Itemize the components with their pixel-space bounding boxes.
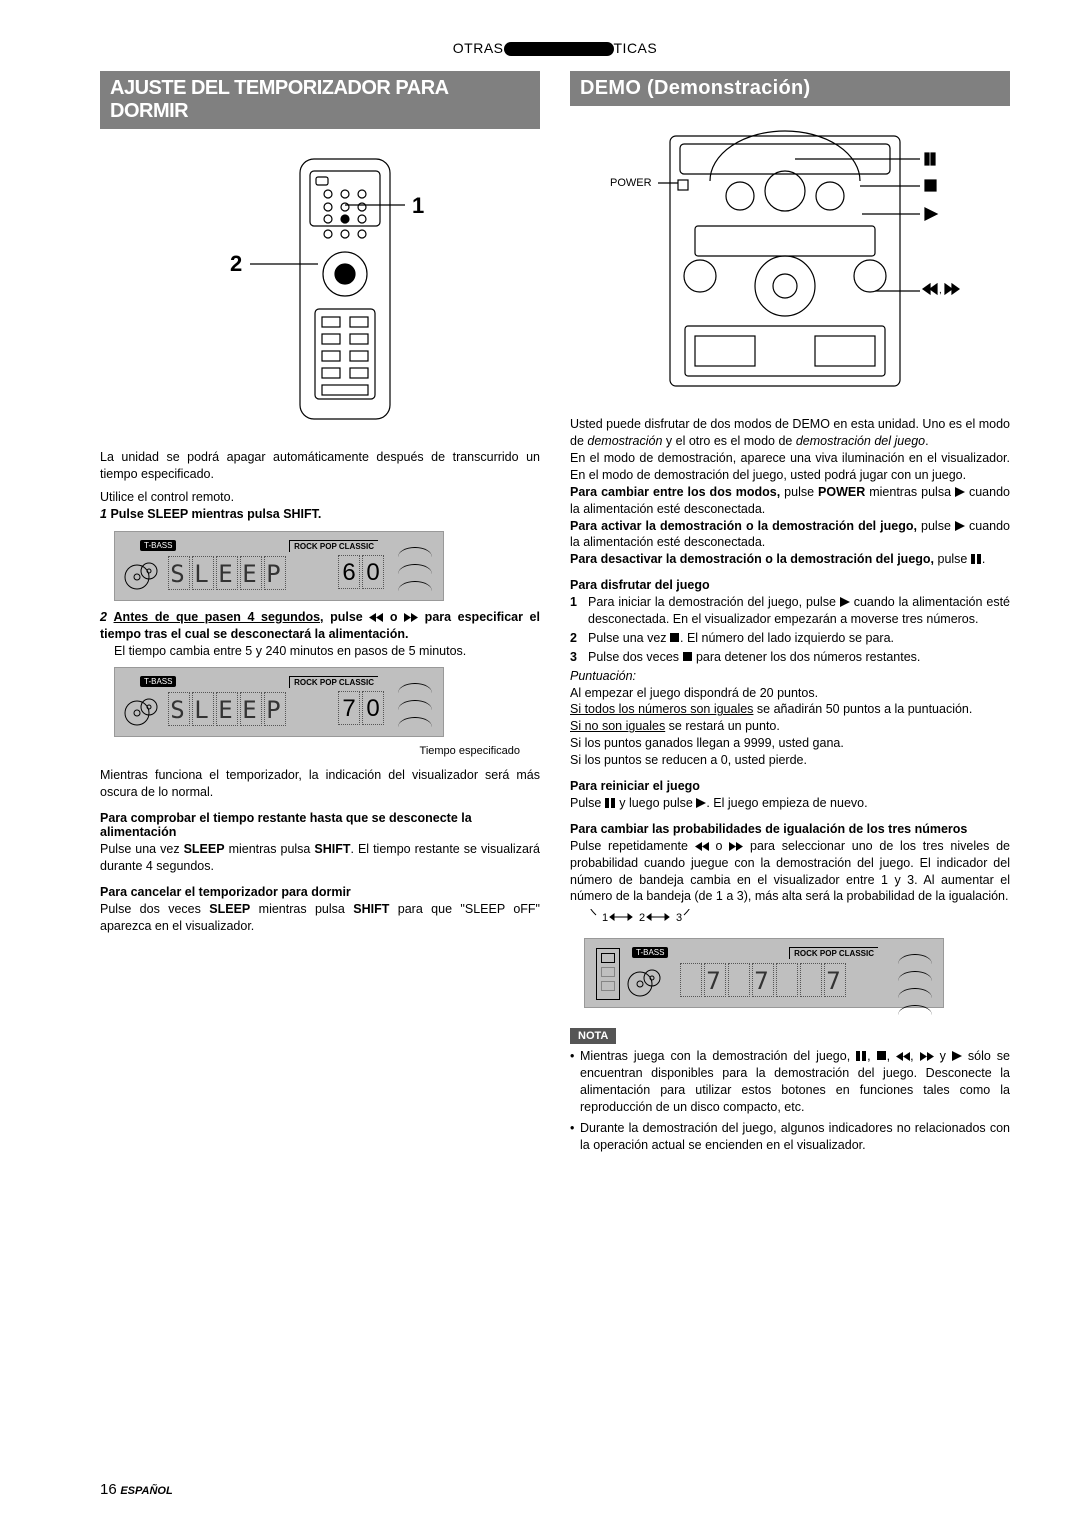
check-time-text: Pulse una vez SLEEP mientras pulsa SHIFT… [100,841,540,875]
restart-text: Pulse y luego pulse . El juego empieza d… [570,795,1010,812]
tray-indicator [596,948,620,1000]
para-dimmer: Mientras funciona el temporizador, la in… [100,767,540,801]
lcd3-digits: 7 7 7 [680,962,848,997]
lcd2-caption: Tiempo especificado [100,745,520,757]
seek-icons: , [923,284,959,296]
page-header: OTRAS TICAS [100,40,1010,56]
header-redacted [504,42,614,56]
prob-text: Pulse repetidamente o para seleccionar u… [570,838,1010,906]
play-icon [840,597,850,607]
svg-text:1: 1 [412,193,424,218]
svg-text:3: 3 [676,912,682,924]
cd-icon [626,966,662,1002]
lcd-display-2: T-BASS ROCK POP CLASSIC SLEEP 70 [114,667,444,737]
play-icon [955,521,965,531]
pause-icon [925,153,935,165]
nota-badge: NOTA [570,1028,616,1044]
cd-icon [123,559,159,595]
score-4: Si los puntos ganados llegan a 9999, ust… [570,735,1010,752]
svg-text:1: 1 [602,912,608,924]
intro-1: La unidad se podrá apagar automáticament… [100,449,540,483]
cancel-text: Pulse dos veces SLEEP mientras pulsa SHI… [100,901,540,935]
play-icon [955,487,965,497]
heading-check-time: Para comprobar el tiempo restante hasta … [100,811,540,839]
svg-text:2: 2 [639,912,645,924]
score-3: Si no son iguales se restará un punto. [570,718,1010,735]
nota-2: Durante la demostración del juego, algun… [570,1120,1010,1154]
nota-list: Mientras juega con la demostración del j… [570,1048,1010,1153]
lcd-display-1: T-BASS ROCK POP CLASSIC SLEEP 60 [114,531,444,601]
play-icon [925,208,937,220]
page-number: 16 [100,1481,117,1498]
page-footer: 16 ESPAÑOL [100,1481,173,1498]
rewind-icon [369,613,383,622]
svg-text:,: , [939,285,942,296]
rewind-icon [695,842,709,851]
pause-icon [856,1051,867,1061]
score-label: Puntuación: [570,668,1010,685]
heading-enjoy-game: Para disfrutar del juego [570,578,1010,592]
stop-icon [925,180,936,191]
demo-intro2: En el modo de demostración, aparece una … [570,450,1010,484]
left-column: AJUSTE DEL TEMPORIZADOR PARA DORMIR [100,71,540,1157]
pause-icon [605,798,616,808]
stop-icon [683,652,693,662]
score-5: Si los puntos se reducen a 0, usted pier… [570,752,1010,769]
lcd-2-num: 70 [338,691,386,725]
header-right: TICAS [614,40,658,56]
toggle-modes: Para cambiar entre los dos modos, pulse … [570,484,1010,518]
stop-icon [877,1051,887,1061]
wave-icon [898,954,932,1022]
ffwd-icon [729,842,743,851]
activate-demo: Para activar la demostración o la demost… [570,518,1010,552]
right-column: DEMO (Demonstración) [570,71,1010,1157]
heading-restart: Para reiniciar el juego [570,779,1010,793]
prob-cycle-diagram: 1 2 3 [584,909,1010,930]
wave-icon [398,683,432,734]
remote-illustration: 1 2 [190,149,450,429]
left-title: AJUSTE DEL TEMPORIZADOR PARA DORMIR [100,71,540,129]
header-left: OTRAS [453,40,504,56]
score-2: Si todos los números son iguales se añad… [570,701,1010,718]
heading-prob: Para cambiar las probabilidades de igual… [570,822,1010,836]
step-2-sub: El tiempo cambia entre 5 y 240 minutos e… [100,643,540,660]
stop-icon [670,633,680,643]
game-steps: 1Para iniciar la demostración del juego,… [570,594,1010,666]
play-icon [696,798,706,808]
wave-icon [398,547,432,598]
play-icon [952,1051,962,1061]
lcd-2-text: SLEEP [168,691,288,726]
intro-2: Utilice el control remoto. [100,489,540,506]
nota-1: Mientras juega con la demostración del j… [570,1048,1010,1116]
deactivate-demo: Para desactivar la demostración o la dem… [570,551,1010,568]
step-2: 2 Antes de que pasen 4 segundos, pulse o… [100,609,540,643]
right-title: DEMO (Demonstración) [570,71,1010,106]
score-1: Al empezar el juego dispondrá de 20 punt… [570,685,1010,702]
page-language: ESPAÑOL [120,1485,172,1497]
cd-icon [123,695,159,731]
power-label: POWER [610,177,652,189]
rewind-icon [896,1052,910,1061]
lcd-1-text: SLEEP [168,555,288,590]
ffwd-icon [920,1052,934,1061]
pause-icon [971,554,982,564]
step-1: 1 Pulse SLEEP mientras pulsa SHIFT. [100,506,540,523]
stereo-illustration: POWER , [610,126,970,396]
svg-text:2: 2 [230,251,242,276]
ffwd-icon [404,613,418,622]
demo-intro: Usted puede disfrutar de dos modos de DE… [570,416,1010,450]
lcd-1-num: 60 [338,555,386,589]
lcd-display-3: T-BASS ROCK POP CLASSIC 7 7 7 [584,938,944,1008]
heading-cancel: Para cancelar el temporizador para dormi… [100,885,540,899]
